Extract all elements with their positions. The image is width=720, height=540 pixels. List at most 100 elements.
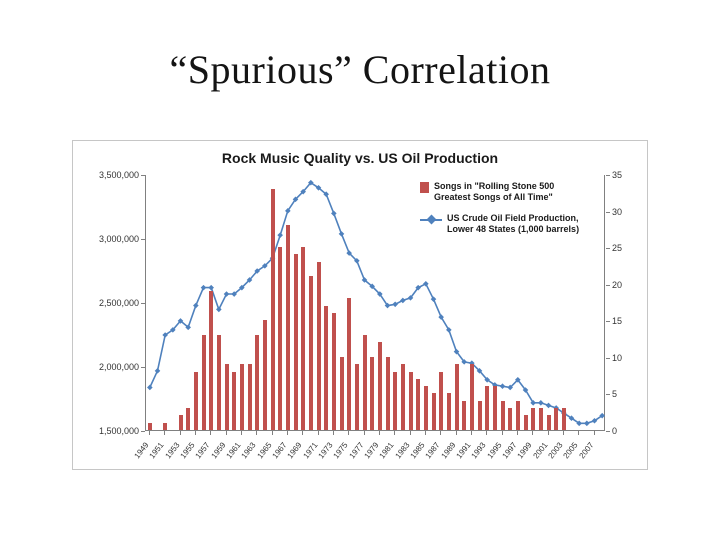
line-marker-1998	[522, 387, 529, 393]
bar-1992	[477, 400, 482, 430]
bar-1991	[469, 364, 474, 430]
bar-1994	[492, 386, 497, 430]
y-left-label-3: 2,000,000	[98, 362, 139, 372]
line-marker-2006	[584, 420, 590, 427]
bar-1972	[324, 305, 329, 430]
y-right-label-6: 5	[612, 389, 618, 400]
bar-1961	[239, 364, 244, 430]
y-right-tick-0	[606, 175, 610, 176]
bar-1996	[508, 408, 513, 430]
y-left-tick-2	[141, 303, 145, 304]
line-marker-1989	[453, 348, 460, 355]
y-left-tick-3	[141, 367, 145, 368]
bar-1953	[178, 415, 183, 430]
bar-1966	[278, 247, 283, 430]
legend-oil-line1: US Crude Oil Field Production,	[447, 213, 579, 223]
line-marker-1969	[300, 188, 306, 195]
plot-area: Songs in "Rolling Stone 500 Greatest Son…	[145, 175, 605, 431]
y-left-label-2: 2,500,000	[98, 298, 139, 308]
bar-2000	[538, 408, 543, 430]
x-tick-1995	[501, 431, 503, 435]
y-right-label-1: 30	[612, 206, 623, 217]
bar-1982	[400, 364, 405, 430]
x-tick-2003	[562, 431, 564, 435]
x-tick-1973	[332, 431, 334, 435]
line-marker-1950	[154, 368, 161, 374]
y-right-label-0: 35	[612, 170, 623, 180]
line-marker-1991	[469, 360, 475, 366]
bar-1988	[446, 393, 451, 430]
line-marker-1975	[346, 250, 352, 256]
bar-1949	[147, 422, 152, 430]
chart-frame: Rock Music Quality vs. US Oil Production…	[72, 140, 648, 470]
x-tick-1975	[348, 431, 350, 435]
line-marker-1981	[392, 301, 398, 308]
bar-1986	[431, 393, 436, 430]
bar-1957	[209, 291, 214, 430]
bar-swatch-icon	[420, 182, 429, 193]
bar-1965	[270, 188, 275, 430]
bar-1983	[408, 371, 413, 430]
bar-1960	[232, 371, 237, 430]
line-marker-1980	[384, 302, 391, 309]
bar-2002	[554, 408, 559, 430]
y-left-tick-1	[141, 239, 145, 240]
x-tick-1993	[486, 431, 488, 435]
oil-production-line	[147, 179, 605, 427]
line-marker-1979	[377, 291, 383, 297]
bar-1984	[416, 378, 421, 430]
x-tick-1997	[516, 431, 518, 435]
y-right-label-5: 10	[612, 352, 623, 363]
bar-1977	[362, 334, 367, 430]
bar-1964	[262, 320, 267, 430]
chart-title: Rock Music Quality vs. US Oil Production	[221, 150, 499, 166]
y-right-tick-7	[606, 431, 610, 432]
bar-1995	[500, 400, 505, 430]
bar-1971	[316, 261, 321, 430]
bar-1975	[347, 298, 352, 430]
y-left-label-4: 1,500,000	[98, 426, 139, 436]
line-marker-1982	[400, 297, 406, 304]
bar-1987	[439, 371, 444, 430]
line-marker-1955	[193, 302, 199, 309]
x-tick-1953	[179, 431, 181, 435]
line-marker-2000	[538, 400, 544, 406]
bar-1958	[216, 334, 221, 430]
x-tick-1967	[286, 431, 288, 435]
line-marker-1983	[407, 295, 414, 301]
line-marker-1949	[147, 384, 153, 391]
legend-oil-line2: Lower 48 States (1,000 barrels)	[447, 224, 580, 234]
bar-1989	[454, 364, 459, 430]
line-marker-1973	[331, 210, 337, 217]
bar-1998	[523, 415, 528, 430]
y-right-tick-4	[606, 321, 610, 323]
x-tick-1959	[225, 431, 227, 435]
line-marker-1978	[369, 283, 375, 290]
bar-1968	[293, 254, 298, 430]
line-marker-1953	[177, 318, 184, 324]
y-right-tick-3	[606, 284, 610, 286]
y-right-tick-5	[606, 357, 610, 359]
line-marker-1957	[208, 284, 214, 291]
legend-label-songs: Songs in "Rolling Stone 500 Greatest Son…	[434, 181, 554, 203]
x-tick-1949	[148, 431, 150, 435]
legend-label-oil: US Crude Oil Field Production, Lower 48 …	[447, 213, 579, 235]
line-marker-2005	[576, 420, 582, 427]
x-tick-1987	[440, 431, 442, 435]
y-left-label-1: 3,000,000	[98, 234, 139, 244]
bar-1970	[308, 276, 313, 430]
y-right-label-7: 0	[612, 426, 618, 436]
line-marker-1993	[484, 377, 490, 383]
y-right-label-2: 25	[612, 243, 623, 254]
line-marker-1972	[323, 191, 329, 197]
y-right-tick-6	[606, 394, 610, 396]
x-tick-1999	[532, 431, 534, 435]
bar-2003	[561, 408, 566, 430]
line-marker-1992	[476, 368, 483, 374]
x-tick-1961	[240, 431, 242, 435]
x-tick-1955	[194, 431, 196, 435]
x-tick-1977	[363, 431, 365, 435]
line-marker-1985	[423, 281, 429, 287]
x-tick-1985	[424, 431, 426, 435]
